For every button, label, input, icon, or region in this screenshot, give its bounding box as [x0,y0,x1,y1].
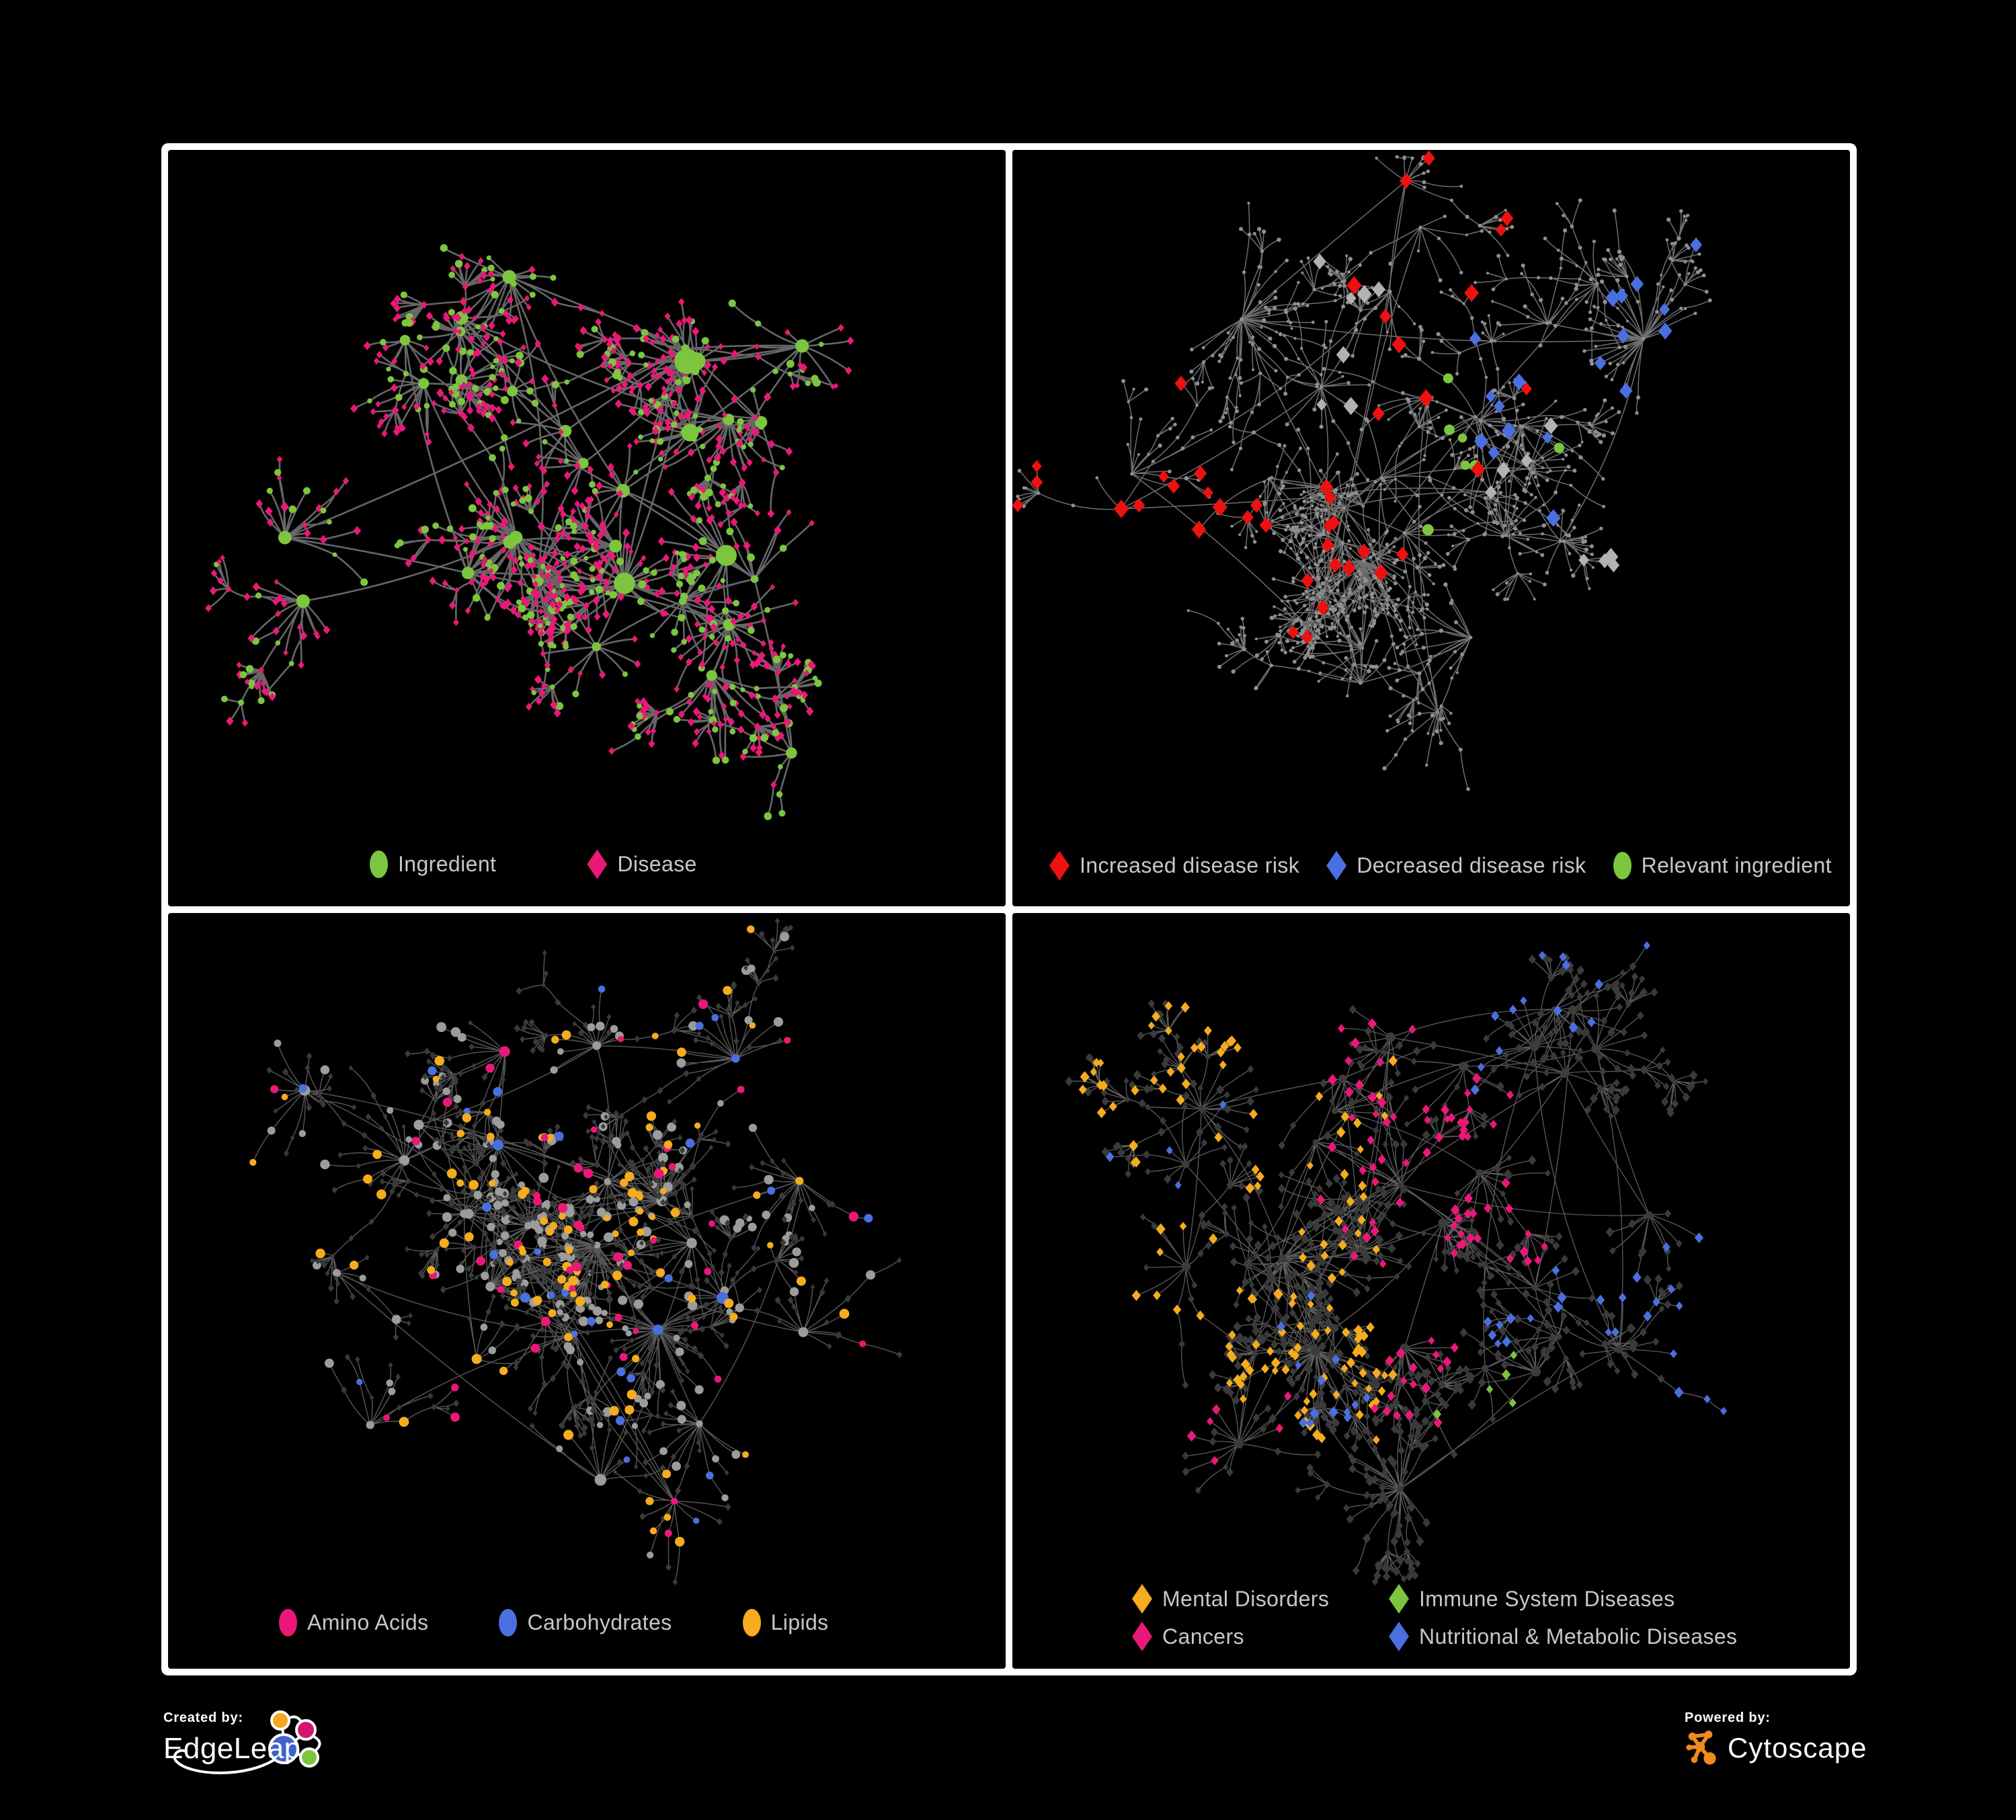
legend-label-mental-disorders: Mental Disorders [1162,1586,1330,1611]
legend-label-increased-risk: Increased disease risk [1080,853,1300,877]
relevant-ingredient-glyph [1613,852,1631,879]
panel-nutrient-classes: Amino Acids Carbohydrates Lipids [168,912,1006,1669]
legend-item: Mental Disorders [1132,1584,1389,1614]
legend-item: Increased disease risk [1049,850,1300,881]
cancers-glyph [1132,1622,1152,1651]
legend-item: Immune System Diseases [1389,1584,1737,1614]
edgeleap-wordmark: EdgeLeap [163,1732,301,1765]
legend-item: Lipids [742,1609,829,1636]
increased-risk-glyph [1049,850,1070,881]
lipids-glyph [742,1609,761,1636]
legend-ingredient-disease: Ingredient Disease [370,849,697,879]
mental-disorders-glyph [1132,1584,1152,1614]
legend-disease-classes: Mental Disorders Immune System Diseases … [1132,1584,1737,1651]
legend-item: Carbohydrates [499,1609,672,1636]
panel-disease-risk: Increased disease risk Decreased disease… [1012,150,1850,906]
legend-item: Cancers [1132,1622,1389,1651]
legend-item: Ingredient [370,850,496,878]
legend-disease-risk: Increased disease risk Decreased disease… [1049,850,1832,881]
created-by-label: Created by: [163,1710,243,1725]
legend-item: Amino Acids [279,1609,428,1636]
panel-disease-classes: Mental Disorders Immune System Diseases … [1012,912,1850,1669]
legend-label-nutritional-metabolic: Nutritional & Metabolic Diseases [1419,1624,1738,1649]
cytoscape-logo-icon [1686,1731,1716,1765]
created-by-block: Created by: EdgeLeap [163,1710,486,1805]
powered-by-label: Powered by: [1685,1710,1771,1725]
decreased-risk-glyph [1326,850,1347,881]
legend-label-ingredient: Ingredient [398,852,497,876]
cytoscape-wordmark: Cytoscape [1728,1732,1867,1764]
legend-label-decreased-risk: Decreased disease risk [1357,853,1586,877]
legend-label-disease: Disease [617,852,697,876]
legend-item: Relevant ingredient [1613,852,1832,879]
legend-nutrient-classes: Amino Acids Carbohydrates Lipids [279,1609,829,1636]
legend-item: Nutritional & Metabolic Diseases [1389,1622,1737,1651]
network-ingredient-disease [205,244,854,820]
legend-label-relevant-ingredient: Relevant ingredient [1641,853,1832,877]
legend-item: Decreased disease risk [1326,850,1586,881]
immune-diseases-glyph [1389,1584,1409,1614]
network-disease-risk [1012,150,1712,791]
legend-item: Disease [587,849,697,879]
network-nutrient-classes [249,917,903,1585]
edgeleap-logo-icon [173,1710,321,1774]
legend-label-cancers: Cancers [1162,1624,1244,1649]
ingredient-glyph [370,850,388,878]
powered-by-block: Powered by: Cytoscape [1685,1710,1900,1791]
legend-label-amino-acids: Amino Acids [307,1610,429,1634]
nutritional-metabolic-glyph [1389,1622,1409,1651]
legend-label-carbohydrates: Carbohydrates [527,1610,672,1634]
amino-acids-glyph [279,1609,297,1636]
carbohydrates-glyph [499,1609,518,1636]
panel-ingredient-disease: Ingredient Disease [168,150,1006,906]
legend-label-immune-diseases: Immune System Diseases [1419,1586,1675,1611]
network-disease-classes [1065,941,1728,1586]
legend-label-lipids: Lipids [770,1610,829,1634]
disease-glyph [587,849,608,879]
panel-grid: Ingredient Disease Increased disease ris… [161,143,1857,1675]
